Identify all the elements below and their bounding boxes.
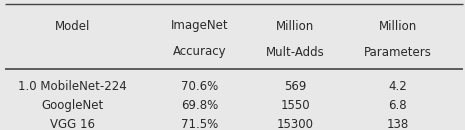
Text: Mult-Adds: Mult-Adds [266,46,325,58]
Text: 70.6%: 70.6% [181,80,219,93]
Text: Model: Model [54,20,90,32]
Text: 569: 569 [284,80,306,93]
Text: ImageNet: ImageNet [171,20,229,32]
Text: 71.5%: 71.5% [181,118,219,130]
Text: 138: 138 [386,118,409,130]
Text: Million: Million [379,20,417,32]
Text: Million: Million [276,20,314,32]
Text: 1550: 1550 [280,99,310,112]
Text: 6.8: 6.8 [388,99,407,112]
Text: 4.2: 4.2 [388,80,407,93]
Text: GoogleNet: GoogleNet [41,99,103,112]
Text: 15300: 15300 [277,118,314,130]
Text: Accuracy: Accuracy [173,46,227,58]
Text: 1.0 MobileNet-224: 1.0 MobileNet-224 [18,80,126,93]
Text: VGG 16: VGG 16 [50,118,94,130]
Text: 69.8%: 69.8% [181,99,219,112]
Text: Parameters: Parameters [364,46,432,58]
